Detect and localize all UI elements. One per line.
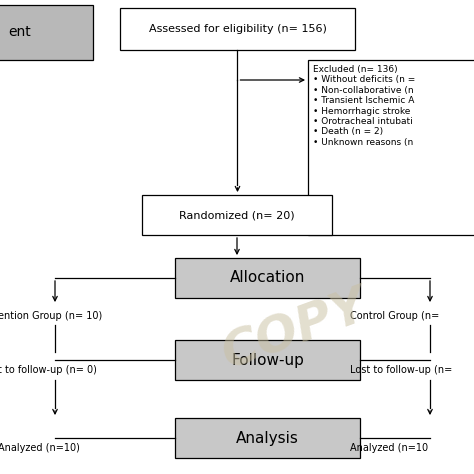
Text: Allocation: Allocation [230,271,305,285]
Text: Analyzed (n=10): Analyzed (n=10) [0,443,80,453]
FancyBboxPatch shape [120,8,355,50]
FancyBboxPatch shape [0,5,93,60]
Text: ention Group (n= 10): ention Group (n= 10) [0,311,102,321]
Text: COPY: COPY [215,282,374,379]
Text: Analysis: Analysis [236,430,299,446]
Text: Control Group (n=: Control Group (n= [350,311,439,321]
Text: Randomized (n= 20): Randomized (n= 20) [179,210,295,220]
FancyBboxPatch shape [175,340,360,380]
Text: ent: ent [8,25,31,39]
FancyBboxPatch shape [175,258,360,298]
Text: Follow-up: Follow-up [231,353,304,367]
Text: t to follow-up (n= 0): t to follow-up (n= 0) [0,365,97,375]
Text: Lost to follow-up (n=: Lost to follow-up (n= [350,365,452,375]
FancyBboxPatch shape [308,60,474,235]
Text: Excluded (n= 136)
• Without deficits (n =
• Non-collaborative (n
• Transient Isc: Excluded (n= 136) • Without deficits (n … [313,65,415,147]
FancyBboxPatch shape [175,418,360,458]
FancyBboxPatch shape [142,195,332,235]
Text: Assessed for eligibility (n= 156): Assessed for eligibility (n= 156) [148,24,327,34]
Text: Analyzed (n=10: Analyzed (n=10 [350,443,428,453]
